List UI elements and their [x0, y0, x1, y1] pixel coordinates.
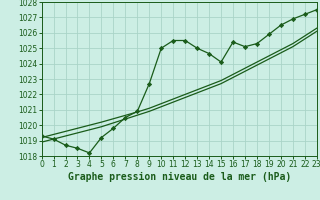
X-axis label: Graphe pression niveau de la mer (hPa): Graphe pression niveau de la mer (hPa) [68, 172, 291, 182]
